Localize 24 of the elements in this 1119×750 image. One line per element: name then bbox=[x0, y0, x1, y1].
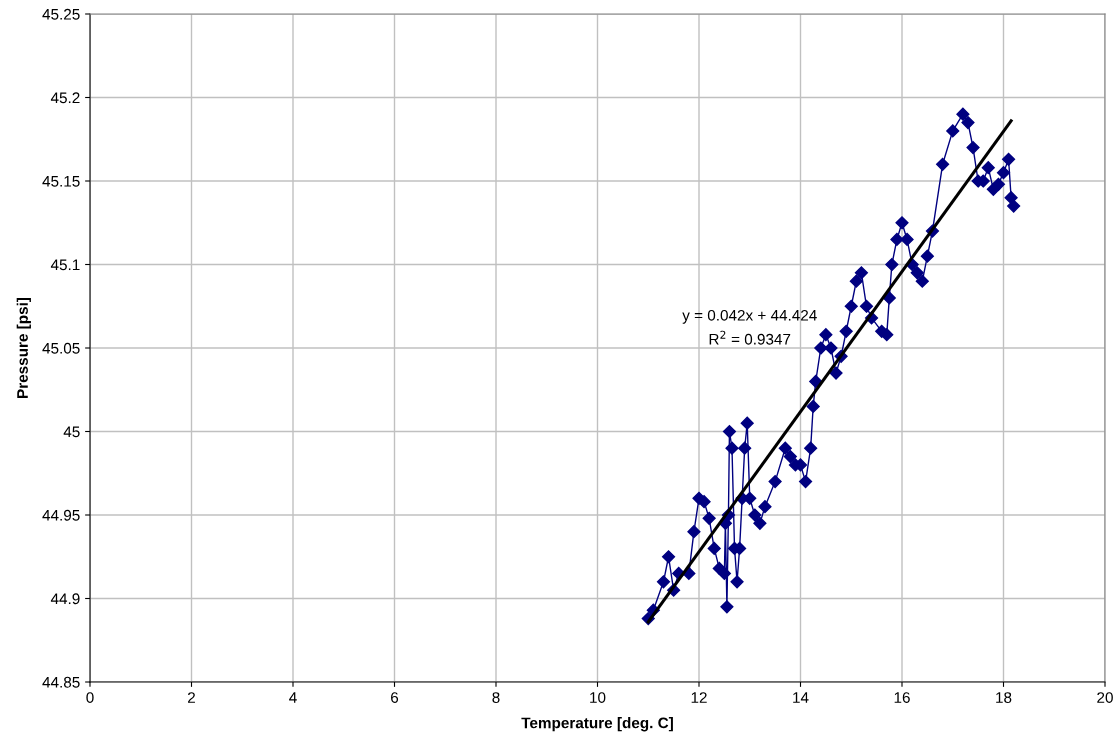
x-tick-label: 8 bbox=[492, 692, 500, 703]
y-tick-label: 45.25 bbox=[42, 8, 80, 20]
y-tick-label: 45.15 bbox=[42, 176, 80, 187]
x-tick-label: 18 bbox=[996, 692, 1012, 703]
x-tick-label: 2 bbox=[188, 692, 195, 703]
x-tick-label: 10 bbox=[590, 692, 606, 703]
x-tick-label: 4 bbox=[289, 692, 297, 703]
y-tick-label: 44.9 bbox=[50, 593, 80, 605]
y-tick-label: 44.85 bbox=[42, 676, 80, 688]
annotation: y = 0.042x + 44.424 bbox=[682, 309, 817, 324]
y-tick-label: 45.1 bbox=[50, 259, 80, 271]
y-tick-label: 45 bbox=[63, 426, 80, 438]
x-tick-label: 6 bbox=[391, 692, 399, 703]
x-tick-label: 14 bbox=[793, 692, 809, 703]
annotation: R$^{2}$ = 0.9347 bbox=[709, 330, 791, 345]
y-tick-label: 44.95 bbox=[42, 509, 80, 521]
y-tick-label: 45.05 bbox=[42, 342, 80, 354]
x-tick-label: 0 bbox=[86, 692, 94, 703]
x-tick-label: 12 bbox=[691, 692, 707, 703]
x-axis-title: Temperature [deg. C] bbox=[521, 717, 673, 732]
x-tick-label: 16 bbox=[894, 692, 910, 703]
y-axis-title: Pressure [psi] bbox=[16, 297, 31, 398]
y-tick-label: 45.2 bbox=[50, 92, 80, 104]
x-tick-label: 20 bbox=[1097, 692, 1113, 703]
